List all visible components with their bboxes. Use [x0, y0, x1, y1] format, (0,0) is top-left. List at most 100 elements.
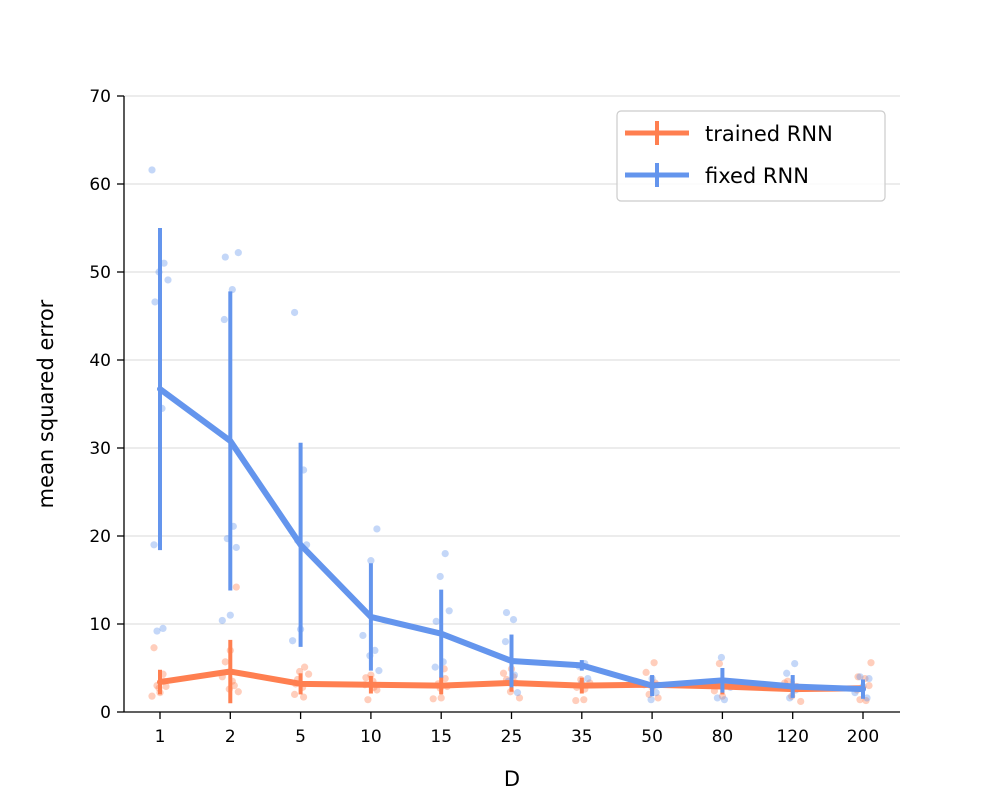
data-point — [856, 673, 864, 681]
data-point — [501, 638, 510, 646]
data-point — [445, 607, 453, 615]
legend-entry-trained: trained RNN — [625, 121, 833, 146]
data-point — [150, 541, 158, 549]
x-tick-label: 120 — [776, 727, 808, 747]
data-point — [148, 692, 156, 700]
data-point — [220, 315, 228, 324]
x-tick-label: 80 — [712, 727, 734, 747]
data-point — [305, 670, 313, 678]
data-point — [783, 669, 791, 677]
data-point — [441, 674, 449, 683]
data-point — [232, 543, 240, 552]
data-point — [432, 617, 440, 625]
data-point — [359, 631, 367, 640]
data-point — [580, 696, 588, 704]
data-point — [515, 694, 524, 702]
data-point — [441, 550, 449, 558]
x-tick-label: 2 — [225, 727, 236, 747]
data-point — [232, 583, 240, 591]
data-point — [715, 660, 724, 668]
data-point — [151, 298, 159, 306]
data-point — [164, 276, 172, 284]
data-point — [371, 646, 379, 655]
data-point — [865, 682, 873, 690]
y-tick-label: 40 — [89, 351, 111, 371]
data-point — [654, 694, 662, 702]
data-point — [162, 682, 170, 691]
data-point — [153, 627, 161, 635]
data-point — [289, 637, 297, 645]
data-point — [854, 673, 862, 681]
y-tick-label: 0 — [100, 703, 111, 723]
data-point — [160, 259, 168, 267]
data-point — [650, 659, 658, 667]
data-point — [364, 696, 372, 704]
x-tick-label: 200 — [847, 727, 879, 747]
data-point — [436, 572, 444, 581]
y-tick-label: 20 — [89, 527, 111, 547]
data-point — [367, 557, 375, 565]
data-point — [865, 674, 873, 683]
y-tick-label: 60 — [89, 175, 111, 195]
y-tick-label: 10 — [89, 615, 111, 635]
data-point — [863, 694, 871, 702]
x-tick-label: 15 — [430, 727, 452, 747]
data-point — [797, 697, 805, 706]
x-tick-label: 25 — [501, 727, 523, 747]
data-point — [642, 668, 650, 677]
y-ticks: 0 10 20 30 40 50 60 70 — [89, 87, 124, 723]
data-point — [429, 695, 437, 703]
data-point — [234, 688, 242, 696]
data-point — [291, 308, 299, 317]
legend-trained-label: trained RNN — [705, 122, 833, 146]
data-point — [221, 253, 229, 261]
data-point — [437, 694, 445, 702]
data-point — [499, 669, 508, 677]
data-point — [513, 689, 522, 697]
data-point — [221, 658, 229, 666]
x-tick-label: 35 — [571, 727, 593, 747]
data-point — [509, 616, 518, 624]
data-point — [226, 611, 234, 619]
x-axis-title: D — [504, 767, 520, 791]
x-tick-label: 10 — [360, 727, 382, 747]
data-point — [791, 660, 799, 668]
data-point — [301, 663, 309, 671]
data-point — [502, 608, 511, 617]
legend-fixed-label: fixed RNN — [705, 164, 809, 188]
data-point — [713, 694, 722, 702]
x-tick-label: 50 — [641, 727, 663, 747]
y-axis-title: mean squared error — [34, 299, 58, 508]
legend-entry-fixed: fixed RNN — [625, 163, 809, 188]
data-point — [584, 674, 592, 683]
y-tick-label: 70 — [89, 87, 111, 107]
x-tick-label: 5 — [295, 727, 306, 747]
data-point — [230, 682, 238, 690]
y-tick-label: 30 — [89, 439, 111, 459]
legend: trained RNN fixed RNN — [616, 110, 886, 202]
data-point — [717, 653, 726, 662]
data-point — [652, 689, 660, 697]
gridlines — [124, 95, 900, 625]
data-point — [300, 693, 308, 701]
data-point — [148, 166, 156, 174]
x-ticks: 1 2 5 10 15 25 35 50 80 120 200 — [155, 712, 879, 747]
data-point — [867, 659, 875, 667]
data-point — [218, 616, 226, 625]
data-point — [234, 249, 242, 257]
data-point — [373, 525, 381, 533]
data-point — [375, 667, 383, 675]
data-point — [159, 624, 167, 633]
data-point — [150, 644, 158, 652]
y-tick-label: 50 — [89, 263, 111, 283]
series-lines — [157, 228, 866, 704]
data-point — [373, 686, 381, 694]
data-point — [362, 674, 370, 682]
data-point — [572, 696, 580, 705]
x-tick-label: 1 — [155, 727, 166, 747]
data-point — [431, 663, 439, 671]
data-point — [291, 690, 299, 699]
data-point — [720, 696, 729, 704]
data-point — [647, 696, 655, 704]
